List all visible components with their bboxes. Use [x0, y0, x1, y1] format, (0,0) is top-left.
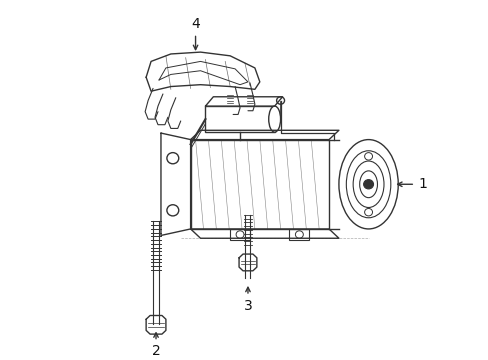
Ellipse shape: [359, 171, 377, 198]
Circle shape: [363, 180, 373, 189]
Circle shape: [166, 153, 179, 164]
Ellipse shape: [268, 106, 280, 132]
Ellipse shape: [346, 151, 390, 218]
Circle shape: [166, 205, 179, 216]
Polygon shape: [146, 315, 165, 334]
Polygon shape: [205, 97, 282, 106]
Ellipse shape: [338, 140, 397, 229]
Polygon shape: [190, 130, 338, 140]
Circle shape: [295, 231, 303, 238]
Ellipse shape: [352, 161, 383, 207]
Polygon shape: [190, 140, 328, 229]
Polygon shape: [190, 229, 338, 238]
Bar: [205, 106, 274, 132]
Circle shape: [364, 208, 372, 216]
Polygon shape: [161, 133, 190, 235]
Circle shape: [276, 97, 284, 104]
Circle shape: [364, 153, 372, 160]
Bar: [230, 229, 249, 240]
Text: 4: 4: [191, 17, 200, 50]
Text: 2: 2: [151, 333, 160, 358]
Polygon shape: [146, 52, 259, 91]
Text: 3: 3: [243, 287, 252, 313]
Circle shape: [236, 231, 244, 238]
Bar: [289, 229, 308, 240]
Text: 1: 1: [397, 177, 426, 191]
Polygon shape: [239, 254, 256, 271]
